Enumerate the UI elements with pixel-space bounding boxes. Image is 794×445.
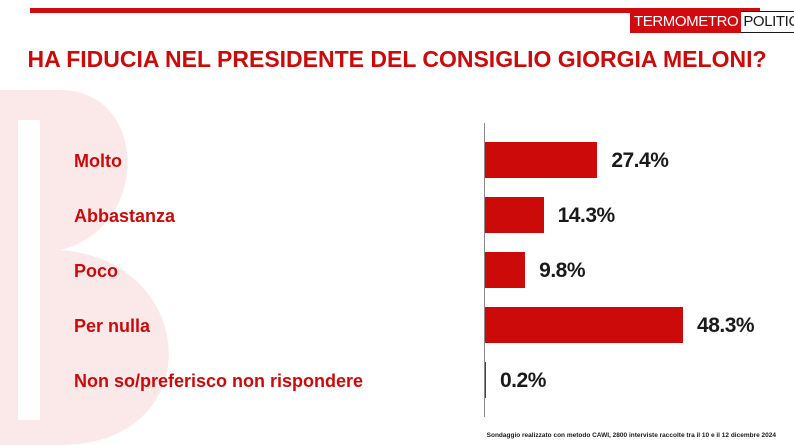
bar-poco [485,252,526,288]
category-label-per-nulla: Per nulla [74,316,151,336]
category-label-abbastanza: Abbastanza [74,206,176,226]
logo-word-termometro: TERMOMETRO [630,11,742,33]
header-rule [30,8,760,13]
bar-molto [485,142,598,178]
bar-per-nulla [485,307,684,343]
y-axis-line [484,123,485,417]
value-label-non-so: 0.2% [500,369,546,392]
methodology-footnote: Sondaggio realizzato con metodo CAWI, 28… [486,432,776,439]
bar-abbastanza [485,197,544,233]
value-label-abbastanza: 14.3% [557,204,616,227]
category-label-poco: Poco [74,261,119,281]
chart-title-text: HA FIDUCIA NEL PRESIDENTE DEL CONSIGLIO … [27,46,767,72]
brand-logo[interactable]: TERMOMETRO POLITICO [630,11,794,33]
category-label-molto: Molto [74,151,122,171]
chart-title: HA FIDUCIA NEL PRESIDENTE DEL CONSIGLIO … [0,44,794,75]
logo-word-politico: POLITICO [741,11,794,33]
value-label-per-nulla: 48.3% [697,314,755,337]
bar-non-so [485,362,486,398]
value-label-molto: 27.4% [611,149,669,172]
category-label-non-so: Non so/preferisco non rispondere [74,371,364,391]
value-label-poco: 9.8% [539,259,586,282]
